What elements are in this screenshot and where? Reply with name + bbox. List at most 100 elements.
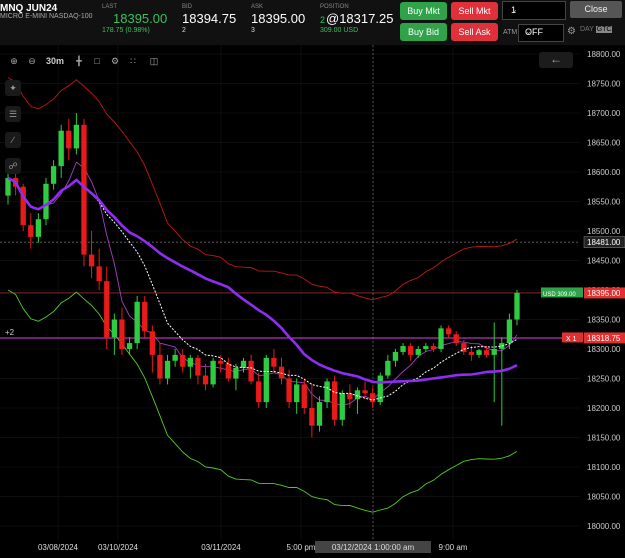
- candle-body: [430, 346, 437, 349]
- trendline-tool-icon[interactable]: ∕: [5, 132, 21, 148]
- candle-body: [438, 328, 444, 349]
- candle-body: [195, 357, 201, 376]
- time-tick-label: 03/11/2024: [201, 543, 241, 552]
- candle-body: [58, 130, 64, 167]
- notes-tool-icon[interactable]: ☰: [5, 106, 21, 122]
- time-tick-label: 5:00 pm: [287, 543, 316, 552]
- lock-icon[interactable]: ☍: [5, 158, 21, 174]
- price-tick-label: 18500.00: [587, 227, 621, 236]
- candle-body: [263, 357, 269, 403]
- bid-size: 2: [182, 27, 186, 34]
- candle-body: [286, 378, 292, 403]
- candle-body: [225, 363, 231, 379]
- bid-price: 18394.75: [182, 11, 237, 26]
- candle-body: [339, 393, 345, 420]
- settings-icon[interactable]: ⚙: [110, 56, 120, 66]
- candle-body: [407, 346, 414, 355]
- candle-body: [354, 390, 361, 400]
- cursor-tool-icon[interactable]: ✦: [5, 80, 21, 96]
- candle-body: [66, 130, 72, 149]
- zoom-out-icon[interactable]: ⊖: [28, 56, 36, 66]
- candle-body: [73, 124, 80, 149]
- sell-ask-button[interactable]: Sell Ask: [451, 23, 498, 41]
- crosshair-price-value: 18481.00: [587, 238, 621, 247]
- candle-body: [316, 402, 323, 426]
- candles: [5, 113, 520, 438]
- candle-body: [483, 350, 490, 355]
- candle-body: [499, 343, 505, 349]
- candle-body: [309, 408, 315, 426]
- instrument-description: MICRO E-MINI NASDAQ-100: [0, 13, 93, 20]
- price-tick-label: 18000.00: [587, 522, 621, 531]
- zoom-in-icon[interactable]: ⊕: [10, 56, 18, 66]
- time-in-force[interactable]: DAY GTC: [580, 26, 613, 33]
- position-price-tag[interactable]: X 1 18318.75 +2: [5, 328, 625, 344]
- last-price-tag: USD 309.00 18395.00: [541, 287, 625, 299]
- ask-label: ASK: [251, 4, 264, 10]
- slow-ma-line: [7, 176, 518, 384]
- indicators-icon[interactable]: ∷: [130, 56, 136, 66]
- gear-icon[interactable]: ⚙: [567, 26, 576, 37]
- candle-body: [81, 124, 87, 255]
- quantity-select[interactable]: 1 ⌄: [502, 1, 566, 20]
- back-arrow-button[interactable]: ←: [539, 52, 573, 68]
- select-tool-icon[interactable]: □: [94, 56, 100, 66]
- candle-body: [256, 381, 262, 403]
- candle-body: [491, 349, 497, 355]
- tif-day[interactable]: DAY: [580, 26, 594, 33]
- candle-body: [332, 381, 338, 420]
- candle-body: [369, 393, 376, 403]
- candle-body: [210, 360, 216, 385]
- fast-ma-line: [7, 161, 518, 406]
- atm-value: OFF: [525, 27, 543, 37]
- candle-body: [119, 319, 125, 349]
- upper-band-line: [7, 77, 518, 301]
- candle-body: [104, 281, 110, 338]
- instrument-symbol[interactable]: MNQ JUN24: [0, 3, 58, 14]
- last-price: 18395.00: [113, 11, 168, 26]
- candle-body: [35, 219, 42, 237]
- layout-icon[interactable]: ◫: [149, 56, 159, 66]
- ask-size: 3: [251, 27, 255, 34]
- price-tick-label: 18800.00: [587, 50, 621, 59]
- candle-body: [423, 346, 429, 349]
- close-position-button[interactable]: Close: [570, 1, 622, 18]
- candle-body: [271, 357, 277, 367]
- candle-body: [301, 384, 307, 408]
- price-chart[interactable]: 18800.00 18750.00 18700.00 18650.00 18600.00…: [0, 45, 625, 558]
- atm-select[interactable]: OFF ⌄: [518, 24, 564, 42]
- candle-body: [126, 343, 133, 349]
- candle-body: [468, 351, 475, 355]
- candle-body: [514, 292, 520, 320]
- sell-market-button[interactable]: Sell Mkt: [451, 2, 498, 20]
- candle-body: [142, 301, 148, 332]
- price-tick-label: 18750.00: [587, 80, 621, 89]
- interval-button[interactable]: 30m: [45, 56, 64, 66]
- candle-body: [43, 183, 49, 220]
- price-tick-label: 18550.00: [587, 198, 621, 207]
- candle-body: [202, 375, 209, 385]
- price-tick-label: 18450.00: [587, 257, 621, 266]
- crosshair-tool-icon[interactable]: ╋: [76, 56, 82, 66]
- buy-market-button[interactable]: Buy Mkt: [400, 2, 447, 20]
- buy-bid-button[interactable]: Buy Bid: [400, 23, 447, 41]
- candle-body: [377, 375, 383, 403]
- candle-body: [248, 360, 254, 382]
- price-tick-label: 18350.00: [587, 316, 621, 325]
- candle-body: [5, 177, 11, 196]
- trade-header: MNQ JUN24 MICRO E-MINI NASDAQ-100 LAST 1…: [0, 0, 625, 45]
- crosshair-price-tag: 18481.00: [583, 236, 625, 248]
- position-pnl: 309.00 USD: [320, 27, 359, 34]
- candle-body: [461, 343, 467, 352]
- tif-gtc[interactable]: GTC: [595, 26, 613, 33]
- candle-body: [187, 357, 193, 367]
- time-axis: 03/08/2024 03/10/2024 03/11/2024 5:00 pm 03/…: [38, 541, 468, 553]
- time-tick-label: 03/12/2024 1:00:00 am: [332, 543, 415, 552]
- price-tick-label: 18150.00: [587, 434, 621, 443]
- candle-body: [164, 360, 171, 379]
- candle-body: [294, 384, 300, 403]
- last-change: 178.75 (0.98%): [102, 27, 150, 34]
- last-label: LAST: [102, 4, 118, 10]
- time-tick-label: 9:00 am: [439, 543, 468, 552]
- price-tick-label: 18100.00: [587, 463, 621, 472]
